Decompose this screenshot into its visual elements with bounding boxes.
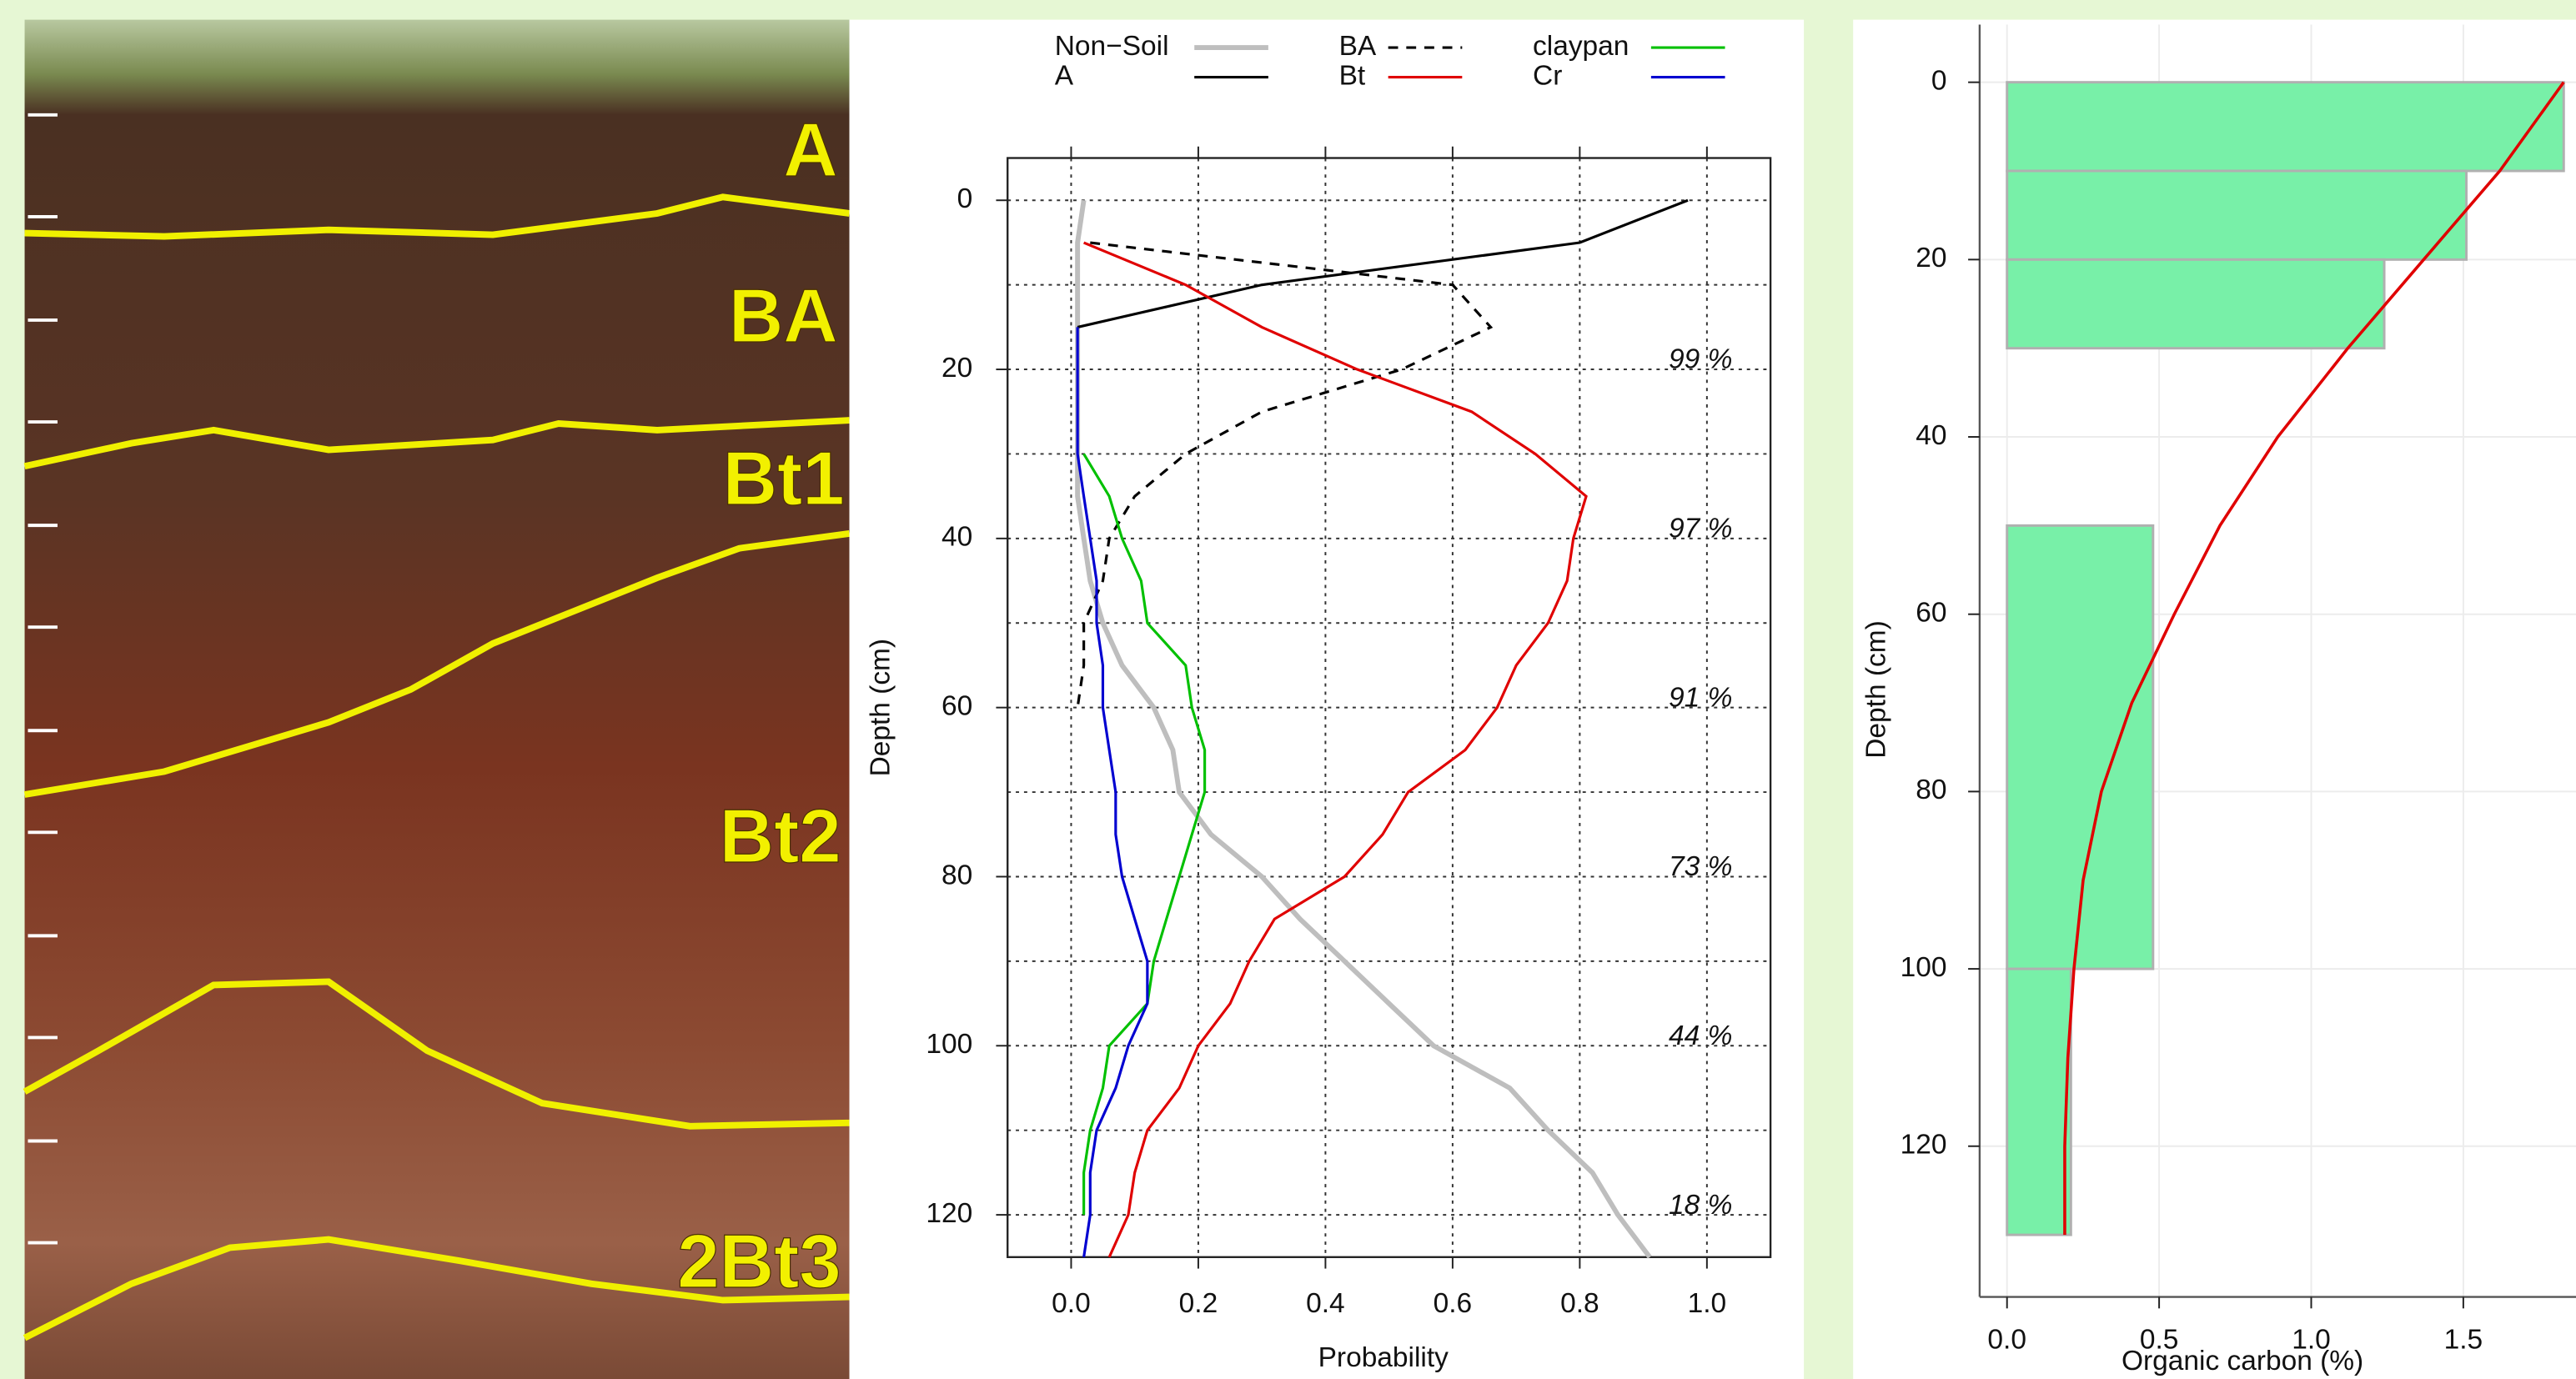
legend-label: Non−Soil [1055,31,1169,62]
x-tick-label: 0.5 [2140,1325,2179,1356]
legend-label: Bt [1339,60,1366,91]
bar [2006,258,2386,350]
legend-label: A [1055,60,1074,91]
bar [2006,967,2072,1236]
horizon-label: 2Bt3 [677,1220,841,1304]
data-line [2063,81,2565,1236]
annotation: 44 % [1669,1020,1732,1051]
annotation: 73 % [1669,851,1732,882]
y-tick-label: 20 [1916,243,1946,273]
x-tick-label: 0.0 [1987,1325,2026,1356]
data-line [1083,241,1588,1258]
annotation: 99 % [1669,344,1732,375]
x-tick-label: 1.0 [2292,1325,2331,1356]
y-tick-label: 120 [926,1198,972,1229]
data-line [1082,453,1207,1216]
legend-label: Cr [1533,60,1562,91]
y-axis-label: Depth (cm) [1861,620,1892,758]
y-tick-label: 60 [1916,598,1946,629]
annotation: 18 % [1669,1190,1732,1221]
y-tick-label: 60 [942,691,972,722]
bar [2006,81,2565,173]
photo-image [24,19,850,1379]
y-tick-label: 40 [942,522,972,553]
x-tick-label: 1.5 [2444,1325,2483,1356]
x-tick-label: 1.0 [1688,1288,1727,1319]
horizon-label: Bt1 [723,437,845,521]
y-tick-label: 100 [1901,952,1947,983]
y-tick-label: 40 [1916,420,1946,451]
soil-photo: A BA Bt1 Bt2 2Bt3 [23,19,851,1379]
data-line [1077,198,1689,328]
annotation: 91 % [1669,682,1732,713]
x-axis-label: Probability [1318,1342,1449,1373]
x-tick-label: 0.6 [1434,1288,1473,1319]
scale-ticks [28,113,58,1245]
y-axis-label: Depth (cm) [866,639,896,776]
y-tick-label: 80 [1916,775,1946,805]
horizon-label: Bt2 [720,795,841,879]
y-tick-label: 0 [1931,66,1947,97]
horizon-label: A [783,108,837,193]
carbon-chart: 0 20 40 60 80 100 120 0.0 0.5 1.0 1.5 Organic carbo… [1861,24,2576,1376]
legend-label: BA [1339,31,1377,62]
bar [2006,524,2155,970]
horizon-boundaries [23,193,851,1341]
data-line [1076,241,1494,708]
bar [2006,169,2468,261]
y-tick-label: 80 [942,860,972,890]
annotation: 97 % [1669,514,1732,544]
probability-panel [849,19,1805,1379]
x-tick-label: 0.8 [1560,1288,1599,1319]
horizon-label: BA [729,274,838,359]
probability-chart: 0 20 40 60 80 100 120 0.0 0.2 0.4 0.6 0.8 1.0 Probabi… [866,31,1772,1373]
data-line [1076,327,1149,1258]
x-tick-label: 0.2 [1179,1288,1218,1319]
y-tick-label: 20 [942,353,972,384]
y-tick-label: 120 [1901,1130,1947,1161]
x-tick-label: 0.0 [1052,1288,1091,1319]
legend-label: claypan [1533,31,1629,62]
x-tick-label: 0.4 [1306,1288,1345,1319]
x-axis-label: Organic carbon (%) [2122,1346,2363,1376]
y-tick-label: 0 [957,183,973,214]
y-tick-label: 100 [926,1029,972,1060]
